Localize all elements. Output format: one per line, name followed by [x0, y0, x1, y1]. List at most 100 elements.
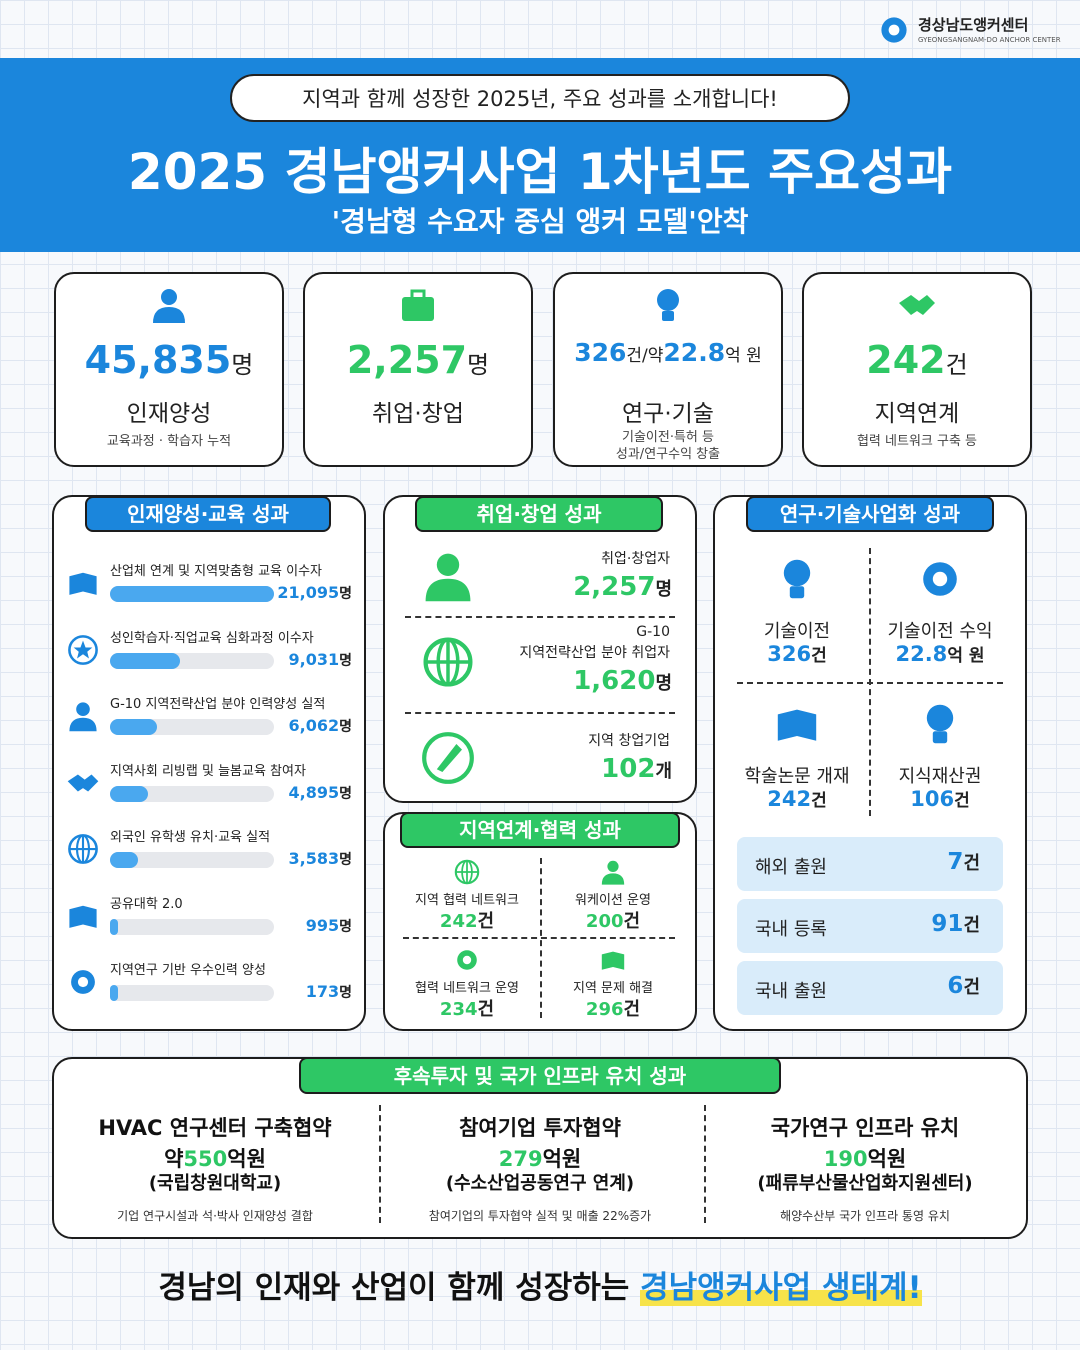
- value-unit: 명: [339, 652, 352, 669]
- bar-track: [110, 785, 274, 802]
- icon: [402, 289, 434, 321]
- divider: [405, 616, 675, 618]
- bar: [110, 586, 274, 602]
- value-number: 200: [585, 911, 624, 932]
- icon: [899, 295, 935, 315]
- education-label: 외국인 유학생 유치·교육 실적: [110, 830, 271, 845]
- bar: [110, 985, 118, 1001]
- invest-org: (패류부산물산업화지원센터): [757, 1173, 973, 1194]
- regional-label: 협력 네트워크 운영: [415, 981, 519, 996]
- research-label: 지식재산권: [898, 766, 982, 787]
- employment-label: G-10: [636, 624, 670, 640]
- value-unit: 명: [339, 852, 352, 868]
- value-number: 995: [305, 915, 340, 935]
- education-label: G-10 지역전략산업 분야 인력양성 실적: [110, 697, 326, 712]
- invest-item-title: HVAC 연구센터 구축협약: [98, 1116, 332, 1140]
- divider: [403, 937, 675, 939]
- icon: [422, 732, 474, 784]
- value-number: 91: [931, 911, 964, 937]
- value-number: 173: [305, 982, 340, 1001]
- value-unit: 건: [477, 911, 495, 932]
- education-value: 9,031명: [270, 649, 353, 670]
- bar-track: [110, 918, 274, 935]
- employment-panel: [383, 495, 697, 803]
- regional-label: 워케이션 운영: [575, 893, 651, 908]
- value-number: 550: [183, 1147, 228, 1171]
- kpi-desc: 교육과정 · 학습자 누적: [106, 434, 232, 449]
- invest-value: 279억원: [380, 1143, 700, 1173]
- invest-org: (수소산업공동연구 연계): [445, 1173, 635, 1194]
- research-value: 22.8억 원: [865, 641, 1015, 666]
- employment-title: 취업·창업 성과: [415, 496, 663, 532]
- kpi-unit: 억 원: [725, 346, 762, 366]
- patent-box: [737, 961, 1003, 1015]
- education-label: 지역연구 기반 우수인력 양성: [110, 963, 266, 978]
- kpi-value: 45,835명: [56, 338, 282, 382]
- education-label: 산업체 연계 및 지역맞춤형 교육 이수자: [110, 564, 323, 579]
- kpi-label: 인재양성: [126, 401, 212, 427]
- header-title: 2025 경남앵커사업 1차년도 주요성과: [127, 143, 953, 201]
- icon: [69, 905, 97, 928]
- icon: [67, 774, 99, 791]
- value-unit: 명: [339, 586, 352, 602]
- value-number: 7: [947, 849, 964, 875]
- kpi-number: 2,257: [346, 338, 468, 382]
- kpi-unit: 명: [231, 351, 254, 379]
- education-value: 995명: [270, 916, 352, 936]
- employment-label: 지역 창업기업: [588, 733, 670, 749]
- regional-value: 296건: [543, 995, 683, 1021]
- regional-value: 242건: [397, 907, 537, 933]
- icon: [68, 634, 98, 665]
- value-number: 279: [498, 1147, 543, 1171]
- patent-value: 6건: [880, 973, 980, 999]
- icon: [71, 970, 95, 994]
- research-label: 기술이전: [763, 621, 831, 642]
- bar: [110, 852, 138, 868]
- value-unit: 건: [963, 915, 980, 936]
- employment-value: 1,620명: [490, 666, 672, 696]
- education-label: 공유대학 2.0: [110, 896, 183, 912]
- employment-value: 102개: [490, 754, 672, 784]
- value-unit: 건: [623, 911, 641, 932]
- kpi-unit: 건: [626, 346, 643, 366]
- value-number: 6: [947, 973, 964, 999]
- kpi-number: 242: [866, 338, 946, 382]
- header-subtitle: '경남형 수요자 중심 앵커 모델'안착: [331, 205, 749, 238]
- icon: [881, 17, 907, 43]
- icon: [777, 709, 817, 741]
- value-number: 326: [767, 642, 812, 666]
- bar: [110, 652, 181, 669]
- kpi-unit: 건: [945, 351, 968, 379]
- value-number: 21,095: [277, 583, 340, 602]
- divider: [540, 858, 542, 1018]
- icon: [423, 637, 473, 687]
- kpi-number: 326: [574, 338, 627, 367]
- value-number: 190: [823, 1147, 868, 1171]
- icon: [923, 562, 957, 596]
- education-label: 지역사회 리빙랩 및 늘봄교육 참여자: [110, 763, 306, 779]
- value-number: 9,031: [288, 649, 340, 669]
- value-number: 234: [439, 999, 478, 1020]
- kpi-desc: 기술이전·특허 등: [622, 430, 714, 445]
- invest-item-title: 참여기업 투자협약: [459, 1116, 621, 1140]
- kpi-label: 취업·창업: [372, 401, 464, 427]
- kpi-label: 연구·기술: [622, 401, 714, 427]
- education-title: 인재양성·교육 성과: [85, 496, 331, 532]
- value-unit: 억원: [227, 1147, 266, 1171]
- bar: [110, 719, 158, 735]
- kpi-desc: 협력 네트워크 구축 등: [856, 434, 978, 449]
- icon: [425, 553, 471, 602]
- value-unit: 억원: [867, 1147, 907, 1171]
- value-number: 22.8: [895, 642, 948, 666]
- invest-value: 약550억원: [55, 1143, 375, 1173]
- icon: [454, 859, 480, 885]
- invest-org: (국립창원대학교): [148, 1173, 282, 1194]
- value-unit: 건: [477, 999, 495, 1020]
- value-unit: 건: [811, 646, 827, 666]
- footer-highlight: 경남앵커사업 생태계!: [640, 1270, 922, 1306]
- icon: [69, 702, 97, 732]
- value-unit: 건: [963, 977, 980, 998]
- research-value: 326건: [722, 641, 872, 666]
- regional-value: 234건: [397, 995, 537, 1021]
- patent-label: 국내 등록: [755, 919, 827, 940]
